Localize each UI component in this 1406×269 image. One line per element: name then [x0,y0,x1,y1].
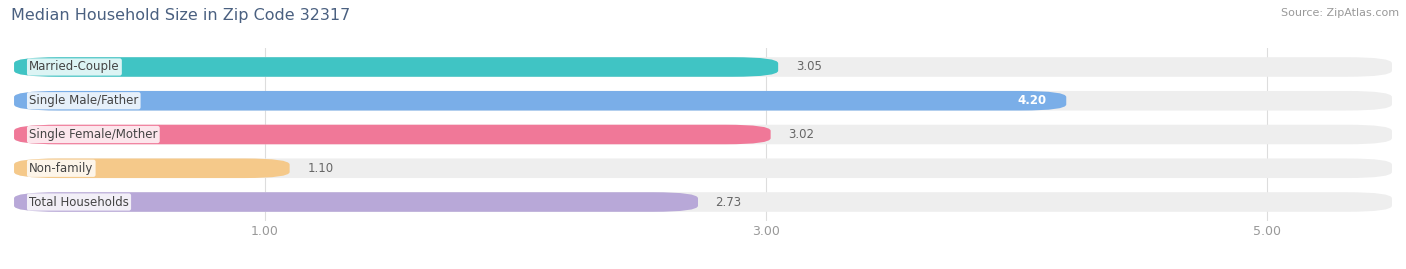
Text: 2.73: 2.73 [716,196,741,208]
FancyBboxPatch shape [14,57,1392,77]
FancyBboxPatch shape [14,192,1392,212]
FancyBboxPatch shape [14,158,290,178]
Text: Source: ZipAtlas.com: Source: ZipAtlas.com [1281,8,1399,18]
Text: Single Female/Mother: Single Female/Mother [30,128,157,141]
Text: Total Households: Total Households [30,196,129,208]
Text: 3.02: 3.02 [789,128,814,141]
Text: Non-family: Non-family [30,162,93,175]
FancyBboxPatch shape [14,91,1392,111]
FancyBboxPatch shape [14,57,778,77]
FancyBboxPatch shape [14,158,1392,178]
Text: 3.05: 3.05 [796,61,821,73]
Text: 1.10: 1.10 [307,162,333,175]
FancyBboxPatch shape [14,125,770,144]
Text: Median Household Size in Zip Code 32317: Median Household Size in Zip Code 32317 [11,8,350,23]
Text: 4.20: 4.20 [1017,94,1046,107]
FancyBboxPatch shape [14,91,1066,111]
Text: Married-Couple: Married-Couple [30,61,120,73]
Text: Single Male/Father: Single Male/Father [30,94,138,107]
FancyBboxPatch shape [14,125,1392,144]
FancyBboxPatch shape [14,192,697,212]
